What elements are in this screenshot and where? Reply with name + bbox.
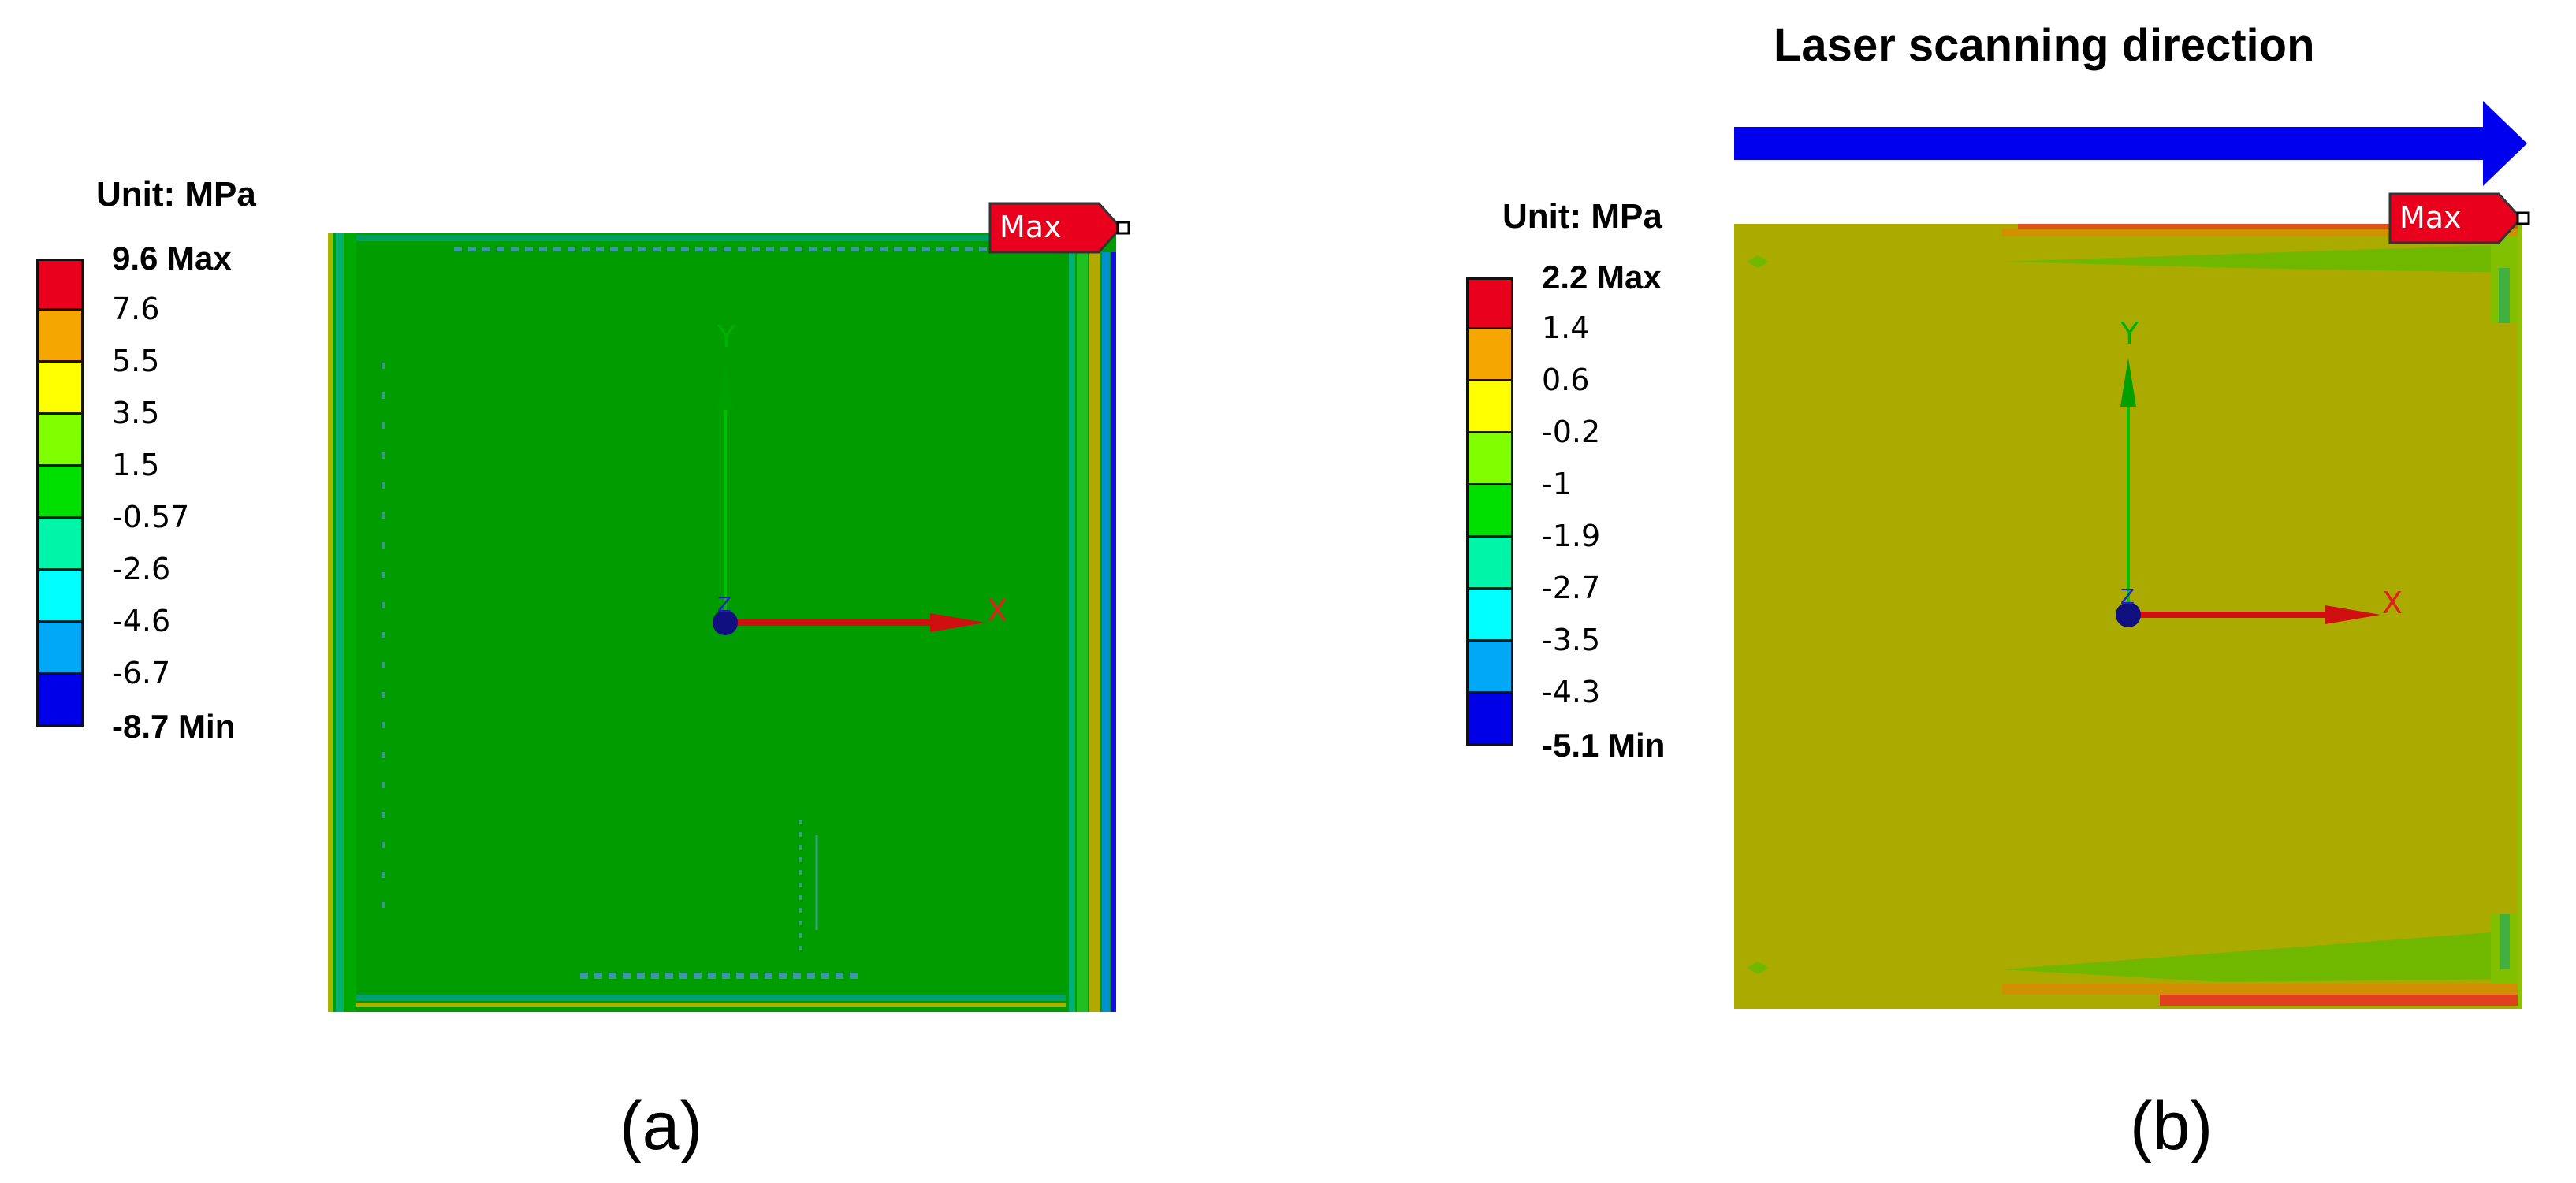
legend-label: -4.6 bbox=[112, 604, 171, 638]
legend-label: -1.9 bbox=[1542, 519, 1601, 553]
laser-scan-arrow-shaft bbox=[1734, 127, 2483, 160]
legend-label: -1 bbox=[1542, 467, 1572, 501]
field-b-top-right-teal bbox=[2499, 268, 2510, 323]
max-tag-b-label: Max bbox=[2399, 200, 2462, 235]
legend-label: 9.6 Max bbox=[112, 240, 232, 277]
max-tag-a-label: Max bbox=[1000, 210, 1062, 244]
legend-label: 3.5 bbox=[112, 396, 160, 430]
field-b-right-edge bbox=[2518, 224, 2522, 1009]
z-axis-b-label: Z bbox=[2120, 586, 2135, 609]
legend-swatch bbox=[1469, 381, 1511, 433]
field-a-bottom-edge-yellow bbox=[356, 1003, 1066, 1007]
caption-b: (b) bbox=[2130, 1088, 2213, 1164]
z-axis-a-label: Z bbox=[717, 593, 731, 617]
z-axis-a-origin bbox=[713, 610, 738, 635]
x-axis-a-arrowhead bbox=[930, 613, 985, 632]
legend-label: -2.6 bbox=[112, 552, 171, 586]
y-axis-b-arrowhead bbox=[2120, 358, 2136, 407]
field-a-right-edge-light bbox=[1077, 233, 1088, 1012]
legend-label: 1.4 bbox=[1542, 311, 1590, 345]
field-b-top-orange bbox=[2002, 229, 2522, 236]
legend-swatch bbox=[1469, 433, 1511, 485]
laser-scan-title: Laser scanning direction bbox=[1774, 20, 2315, 71]
x-axis-a-label: X bbox=[987, 593, 1007, 628]
field-a-left-edge-teal bbox=[336, 233, 344, 1012]
field-b-bottom-orange bbox=[2002, 984, 2522, 995]
legend-label: 7.6 bbox=[112, 292, 160, 326]
x-axis-b-label: X bbox=[2382, 586, 2403, 620]
legend-swatch bbox=[39, 675, 81, 724]
axis-triad-b: Y X Z bbox=[2116, 316, 2403, 627]
field-b-bottom-red bbox=[2160, 995, 2522, 1006]
legend-b-unit-title: Unit: MPa bbox=[1502, 197, 1662, 236]
z-axis-b-origin bbox=[2116, 602, 2141, 627]
legend-label: -8.7 Min bbox=[112, 708, 236, 745]
legend-swatch bbox=[39, 571, 81, 623]
legend-label: -3.5 bbox=[1542, 623, 1601, 657]
legend-swatch bbox=[1469, 694, 1511, 743]
legend-a-unit-title: Unit: MPa bbox=[96, 175, 256, 214]
legend-swatch bbox=[39, 467, 81, 519]
y-axis-b-label: Y bbox=[2120, 316, 2139, 351]
x-axis-b-arrowhead bbox=[2325, 605, 2381, 624]
legend-swatch bbox=[1469, 642, 1511, 694]
max-tag-b: Max bbox=[2388, 192, 2530, 244]
field-a-right-edge-cyan bbox=[1102, 252, 1110, 1012]
legend-swatch bbox=[39, 623, 81, 675]
field-a-right-edge-yellow bbox=[1089, 233, 1100, 1012]
legend-label: -5.1 Min bbox=[1542, 727, 1666, 764]
field-b-bottom-left-diamond bbox=[1747, 962, 1769, 974]
max-tag-a: Max bbox=[988, 202, 1130, 254]
legend-swatch bbox=[39, 519, 81, 571]
laser-scan-arrow bbox=[1734, 101, 2527, 186]
legend-label: -6.7 bbox=[112, 656, 171, 690]
legend-label: 0.6 bbox=[1542, 363, 1590, 397]
legend-color-bar bbox=[36, 259, 84, 727]
legend-label: -0.2 bbox=[1542, 415, 1601, 449]
legend-color-bar bbox=[1466, 277, 1513, 746]
legend-swatch bbox=[1469, 590, 1511, 642]
field-b-top-streak bbox=[2002, 244, 2522, 273]
legend-swatch bbox=[1469, 280, 1511, 329]
legend-label: -0.57 bbox=[112, 500, 190, 534]
legend-swatch bbox=[1469, 329, 1511, 381]
legend-label: -4.3 bbox=[1542, 675, 1601, 709]
legend-label: 5.5 bbox=[112, 344, 160, 378]
field-a-right-edge-teal bbox=[1069, 233, 1075, 1012]
field-a-left-edge-yellow bbox=[328, 233, 333, 1012]
legend-swatch bbox=[39, 415, 81, 467]
legend-a: 9.6 Max 7.6 5.5 3.5 1.5 -0.57 -2.6 -4.6 -6.7 -8.7… bbox=[36, 240, 304, 747]
legend-swatch bbox=[39, 261, 81, 311]
field-a-left-edge-green bbox=[345, 233, 356, 1012]
field-b-bottom-streak bbox=[2002, 930, 2522, 982]
caption-a: (a) bbox=[620, 1088, 703, 1164]
laser-scan-arrow-head bbox=[2483, 101, 2527, 186]
field-b-top-red bbox=[2018, 224, 2522, 229]
field-a-right-edge-blue bbox=[1111, 252, 1116, 1012]
legend-swatch bbox=[39, 363, 81, 415]
legend-label: -2.7 bbox=[1542, 571, 1601, 605]
field-b-top-left-diamond bbox=[1747, 255, 1769, 268]
field-a-top-edge bbox=[356, 235, 1066, 241]
legend-swatch bbox=[1469, 485, 1511, 538]
axis-triad-a: Y X Z bbox=[713, 319, 1007, 635]
legend-b: 2.2 Max 1.4 0.6 -0.2 -1 -1.9 -2.7 -3.5 -4.3 -5.1 … bbox=[1466, 259, 1734, 766]
y-axis-a-label: Y bbox=[717, 319, 736, 354]
legend-label: 1.5 bbox=[112, 448, 160, 482]
field-a-bottom-edge-teal bbox=[356, 995, 1066, 1001]
y-axis-a-arrowhead bbox=[717, 363, 733, 410]
field-b-bottom-right-teal bbox=[2500, 914, 2510, 969]
legend-label: 2.2 Max bbox=[1542, 259, 1662, 296]
legend-swatch bbox=[39, 311, 81, 363]
legend-swatch bbox=[1469, 538, 1511, 590]
